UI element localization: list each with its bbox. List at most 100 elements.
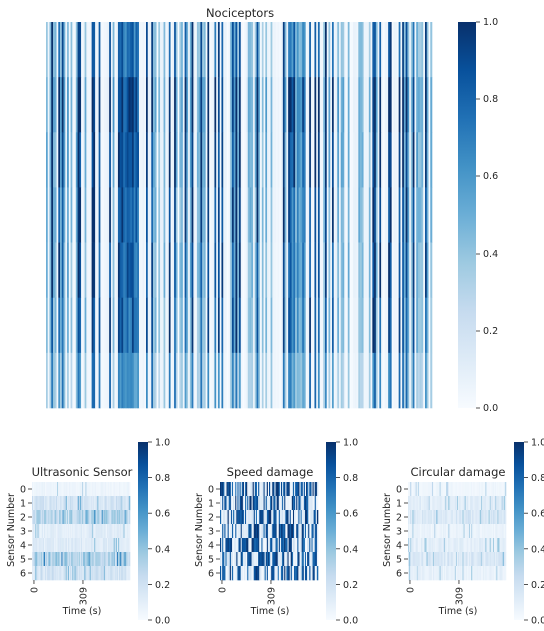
heatmap-cell	[104, 510, 107, 525]
heatmap-cell	[457, 566, 459, 581]
heatmap-cell	[453, 510, 456, 525]
ytick-label: 0	[20, 485, 26, 496]
heatmap-cell	[452, 566, 455, 581]
heatmap-cell	[156, 22, 159, 78]
heatmap-cell	[261, 482, 263, 497]
heatmap-cell	[295, 510, 297, 525]
heatmap-cell	[428, 297, 431, 354]
heatmap-cell	[51, 187, 54, 243]
heatmap-cell	[466, 482, 469, 497]
heatmap-cell	[198, 352, 201, 409]
heatmap-cell	[356, 242, 359, 299]
heatmap-cell	[73, 552, 75, 567]
heatmap-cell	[65, 132, 68, 188]
heatmap-cell	[415, 566, 418, 581]
heatmap-cell	[120, 538, 122, 553]
heatmap-cell	[231, 510, 234, 525]
heatmap-cell	[246, 77, 249, 133]
heatmap-cell	[263, 524, 265, 539]
heatmap-cell	[198, 77, 201, 133]
heatmap-cell	[412, 22, 415, 78]
heatmap-cell	[135, 242, 138, 299]
heatmap-cell	[258, 552, 260, 567]
heatmap-cell	[56, 297, 59, 354]
heatmap-cell	[289, 482, 292, 497]
heatmap-cell	[280, 496, 283, 511]
heatmap-cell	[412, 297, 415, 354]
heatmap-cell	[303, 538, 306, 553]
heatmap-cell	[471, 538, 473, 553]
heatmap-cell	[301, 482, 304, 497]
heatmap-cell	[196, 77, 199, 133]
heatmap-cell	[110, 187, 113, 243]
heatmap-cell	[151, 352, 154, 409]
heatmap-cell	[191, 242, 194, 299]
heatmap-cell	[249, 552, 251, 567]
heatmap-cell	[313, 482, 316, 497]
heatmap-cell	[457, 496, 459, 511]
heatmap-cell	[86, 132, 89, 188]
heatmap-cell	[228, 538, 231, 553]
heatmap-cell	[127, 538, 130, 553]
heatmap-cell	[43, 538, 46, 553]
heatmap-cell	[358, 242, 361, 299]
colorbar-tick-label: 0.2	[155, 580, 170, 591]
heatmap-cell	[158, 187, 161, 243]
heatmap-cell	[306, 538, 308, 553]
heatmap-cell	[437, 482, 439, 497]
heatmap-cell	[275, 496, 277, 511]
heatmap-cell	[130, 297, 133, 354]
heatmap-cell	[303, 132, 306, 188]
heatmap-cell	[50, 496, 52, 511]
heatmap-cell	[200, 242, 203, 299]
heatmap-cell	[242, 566, 245, 581]
heatmap-cell	[272, 242, 275, 299]
heatmap-cell	[45, 510, 47, 525]
heatmap-cell	[384, 297, 387, 354]
heatmap-cell	[289, 552, 292, 567]
heatmap-cell	[66, 510, 69, 525]
heatmap-cell	[312, 297, 315, 354]
heatmap-cell	[61, 566, 63, 581]
heatmap-cell	[109, 538, 111, 553]
heatmap-cell	[480, 482, 483, 497]
heatmap-cell	[440, 552, 443, 567]
heatmap-cell	[229, 566, 232, 581]
heatmap-cell	[59, 496, 61, 511]
heatmap-cell	[75, 510, 77, 525]
heatmap-cell	[291, 297, 294, 354]
heatmap-cell	[60, 77, 63, 133]
heatmap-cell	[277, 77, 280, 133]
heatmap-cell	[417, 552, 420, 567]
heatmap-cell	[153, 352, 156, 409]
heatmap-cell	[407, 187, 410, 243]
heatmap-cell	[107, 510, 109, 525]
heatmap-cell	[41, 566, 44, 581]
heatmap-cell	[221, 132, 224, 188]
heatmap-cell	[119, 132, 122, 188]
heatmap-cell	[417, 187, 421, 243]
heatmap-cell	[316, 496, 319, 511]
heatmap-cell	[284, 22, 287, 78]
heatmap-cell	[321, 132, 324, 188]
heatmap-cell	[275, 552, 277, 567]
heatmap-cell	[368, 297, 371, 354]
heatmap-cell	[53, 132, 56, 188]
heatmap-cell	[499, 482, 501, 497]
heatmap-cell	[403, 242, 406, 299]
heatmap-cell	[60, 496, 62, 511]
heatmap-cell	[207, 187, 210, 243]
heatmap-cell	[98, 132, 101, 188]
heatmap-cell	[496, 524, 498, 539]
heatmap-cell	[307, 132, 310, 188]
heatmap-cell	[214, 187, 217, 243]
heatmap-cell	[226, 482, 228, 497]
heatmap-cell	[86, 566, 88, 581]
heatmap-cell	[496, 552, 498, 567]
heatmap-cell	[54, 552, 57, 567]
heatmap-cell	[200, 187, 203, 243]
heatmap-cell	[40, 524, 43, 539]
heatmap-cell	[267, 566, 270, 581]
heatmap-cell	[84, 510, 86, 525]
